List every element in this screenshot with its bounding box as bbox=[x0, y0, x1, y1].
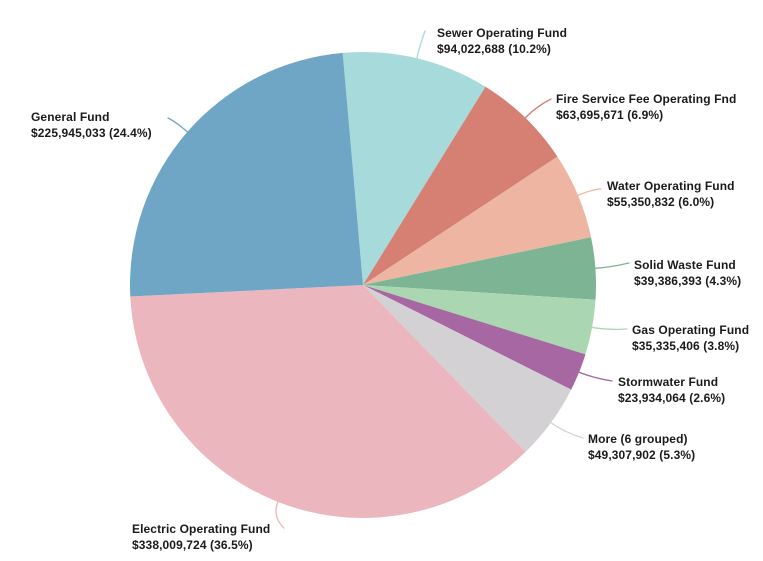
pie-slice-more-6-grouped[interactable] bbox=[363, 285, 572, 452]
pie-slice-gas-operating-fund[interactable] bbox=[363, 285, 596, 355]
leader-line-water-operating-fund bbox=[576, 188, 602, 197]
pie-slice-sewer-operating-fund[interactable] bbox=[342, 52, 486, 285]
pie-slice-solid-waste-fund[interactable] bbox=[363, 237, 596, 300]
pie-slice-water-operating-fund[interactable] bbox=[363, 156, 592, 285]
leader-line-solid-waste-fund bbox=[593, 262, 630, 270]
leader-line-more-6-grouped bbox=[549, 421, 584, 439]
leader-line-electric-operating-fund bbox=[275, 500, 285, 529]
pie-slice-stormwater-fund[interactable] bbox=[363, 285, 586, 390]
pie-slice-general-fund[interactable] bbox=[130, 52, 363, 297]
leader-line-gas-operating-fund bbox=[590, 326, 628, 331]
leader-line-fire-service-fee-operating-fnd bbox=[523, 98, 552, 120]
leader-line-stormwater-fund bbox=[577, 371, 613, 382]
pie-slice-electric-operating-fund[interactable] bbox=[130, 285, 526, 519]
leader-line-sewer-operating-fund bbox=[415, 30, 426, 60]
leader-line-general-fund bbox=[167, 117, 189, 134]
pie-slice-fire-service-fee-operating-fnd[interactable] bbox=[363, 86, 558, 285]
